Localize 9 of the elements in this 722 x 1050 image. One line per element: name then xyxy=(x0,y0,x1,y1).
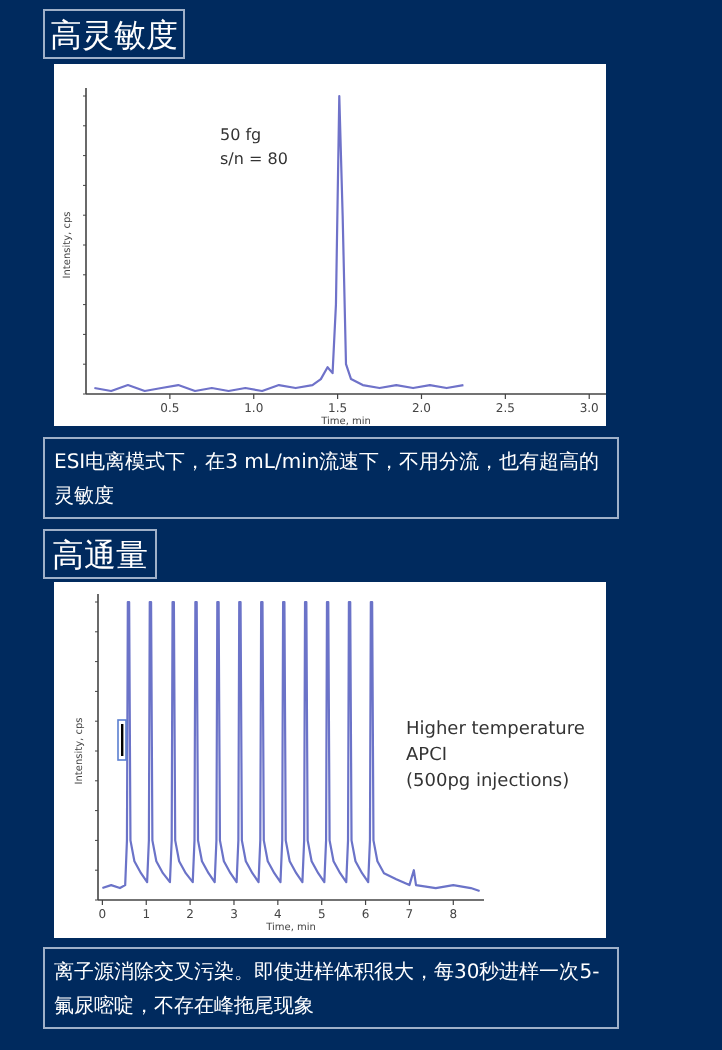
text: 离子源消除交叉污染。即使进样体积很大，每30秒进样一次5-氟尿嘧啶，不存在峰拖尾现象 xyxy=(54,960,601,1018)
chart-title: 高灵敏度 xyxy=(50,16,178,54)
annotation: s/n = 80 xyxy=(220,150,288,168)
annotation: (500pg injections) xyxy=(406,772,570,792)
annotation: 50 fg xyxy=(220,126,262,144)
annotation: Higher temperature xyxy=(406,720,586,740)
text: ESI电离模式下，在3 mL/min流速下，不用分流，也有超高的灵敏度 xyxy=(54,450,600,508)
annotation: APCI xyxy=(406,746,448,766)
chart-title: 高通量 xyxy=(52,536,148,574)
